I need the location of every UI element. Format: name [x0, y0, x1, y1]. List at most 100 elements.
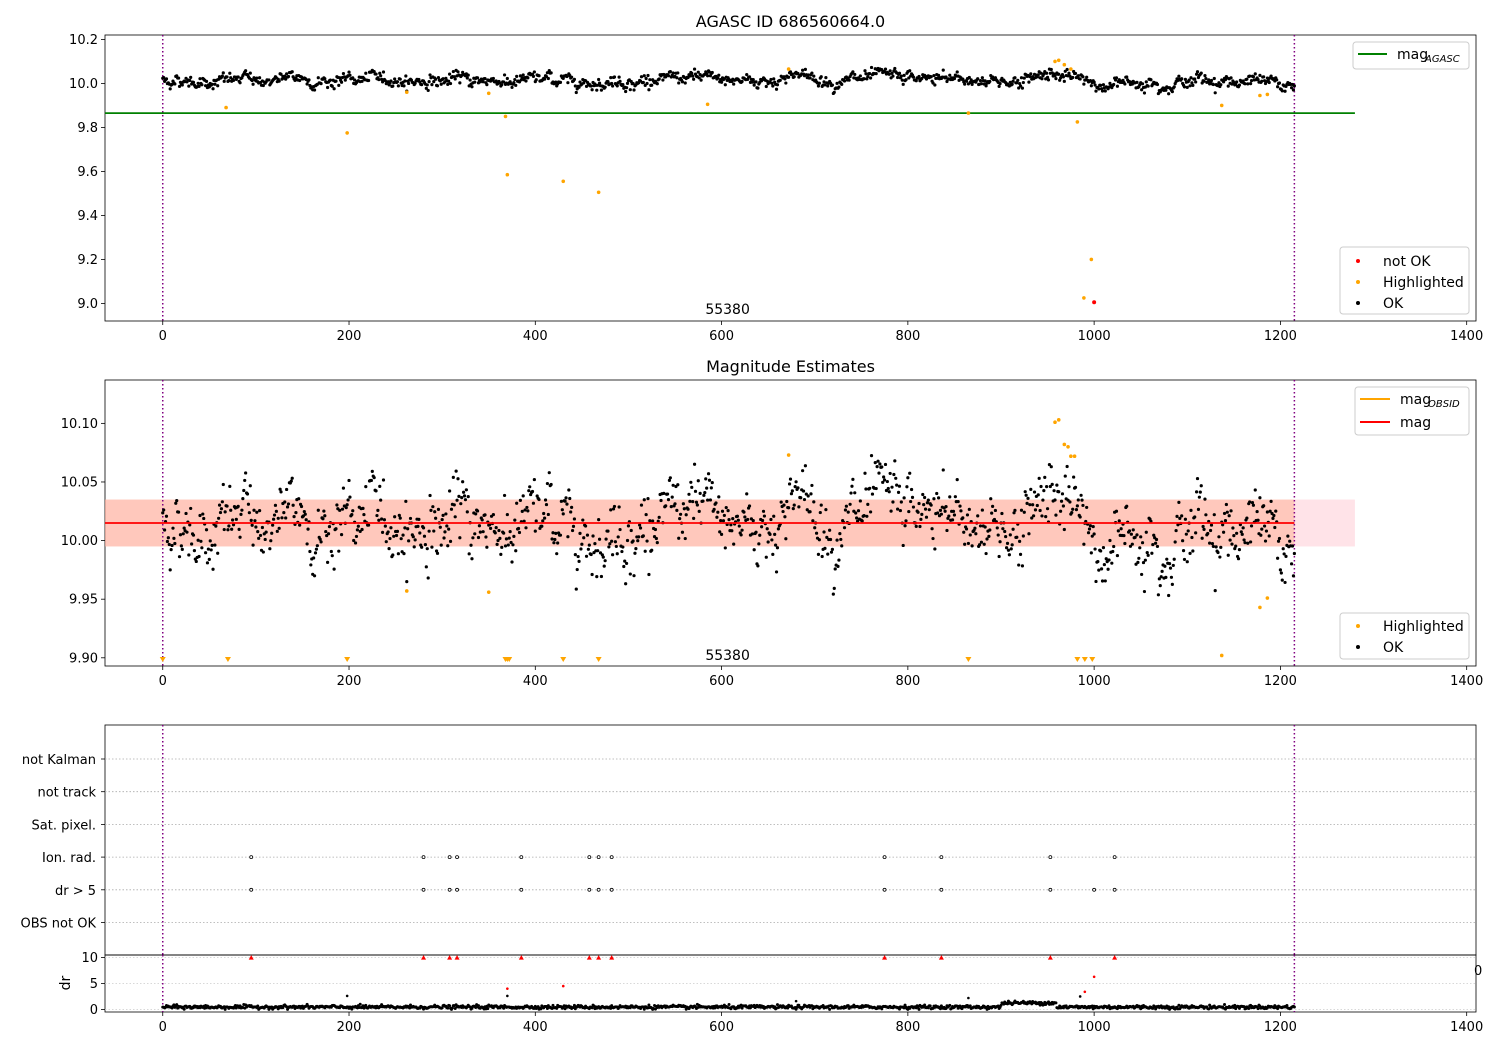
ok-point	[1214, 545, 1218, 549]
ok-point	[556, 541, 560, 545]
ok-point	[1053, 74, 1057, 78]
ok-point	[271, 517, 276, 521]
highlighted-point	[1053, 420, 1057, 424]
dr5-point	[421, 887, 426, 892]
ok-point	[1172, 557, 1176, 561]
ok-point	[323, 514, 327, 518]
ok-point	[783, 77, 787, 81]
ok-point	[1010, 82, 1014, 86]
ok-point	[892, 472, 896, 477]
ok-point	[1211, 544, 1215, 549]
ok-point	[929, 75, 933, 79]
ok-point	[374, 489, 378, 493]
dr5-point	[939, 887, 944, 892]
ok-point	[629, 528, 633, 533]
ok-point	[1093, 547, 1097, 551]
ok-point	[638, 526, 643, 530]
ok-point	[1015, 81, 1019, 85]
x-tick-label: 800	[895, 674, 920, 689]
ok-point	[870, 492, 875, 496]
ok-point	[996, 533, 1000, 537]
ok-point	[750, 80, 754, 84]
ok-point	[962, 530, 966, 534]
ok-point	[1078, 77, 1082, 81]
highlighted-point	[705, 102, 710, 107]
dr-point	[642, 1007, 646, 1011]
ok-point	[574, 587, 578, 591]
ok-point	[754, 530, 758, 534]
ok-point	[810, 71, 814, 75]
dr-capped-marker	[1047, 955, 1053, 960]
ok-point	[646, 73, 650, 78]
dr-point	[256, 1004, 260, 1008]
ok-point	[498, 536, 502, 540]
ok-point	[618, 527, 622, 532]
ok-point	[389, 526, 393, 530]
ok-point	[704, 477, 708, 481]
ok-point	[240, 508, 244, 512]
ok-point	[1276, 85, 1280, 89]
ok-point	[502, 493, 507, 498]
ok-point	[574, 90, 578, 95]
ok-point	[353, 78, 357, 82]
ok-point	[1116, 529, 1120, 533]
ok-point	[1042, 72, 1046, 76]
ok-point	[227, 524, 231, 528]
ok-point	[1239, 530, 1243, 534]
ok-point	[366, 523, 371, 527]
ok-point	[925, 501, 930, 505]
ok-point	[581, 518, 585, 522]
ok-point	[463, 498, 468, 502]
ok-point	[567, 488, 571, 492]
ok-point	[294, 511, 298, 515]
ok-point	[297, 497, 301, 501]
dr-point	[448, 1004, 452, 1008]
ok-point	[569, 510, 573, 514]
ok-point	[1099, 549, 1103, 553]
ok-point	[326, 532, 331, 536]
ok-point	[285, 487, 289, 492]
ok-point	[267, 78, 271, 82]
ok-point	[739, 533, 743, 537]
ok-point	[169, 548, 173, 552]
ok-point	[936, 73, 941, 77]
ok-point	[1275, 78, 1279, 82]
ok-point	[395, 80, 400, 84]
ok-point	[1059, 499, 1064, 503]
ok-point	[1144, 80, 1148, 84]
ok-point	[642, 74, 646, 78]
ok-point	[380, 80, 385, 84]
ok-point	[1181, 549, 1186, 553]
ok-point	[796, 486, 800, 490]
ok-point	[1003, 529, 1007, 534]
ok-point	[376, 508, 380, 512]
ok-point	[451, 69, 455, 74]
ok-point	[856, 509, 861, 513]
ok-point	[817, 81, 821, 85]
ok-point	[808, 510, 812, 514]
ok-point	[847, 78, 851, 82]
ok-point	[226, 528, 230, 532]
ok-point	[1142, 589, 1147, 594]
ok-point	[258, 76, 262, 80]
ok-point	[964, 79, 969, 83]
ok-point	[832, 90, 836, 94]
ok-point	[691, 499, 695, 504]
ok-point	[1243, 82, 1247, 86]
y-tick-label: 10.0	[69, 77, 98, 92]
ok-point	[1115, 553, 1120, 558]
ok-point	[819, 503, 823, 507]
highlighted-point	[1066, 445, 1070, 449]
ok-point	[377, 77, 381, 82]
offscale-marker	[560, 657, 567, 662]
ok-point	[543, 77, 547, 81]
ok-point	[448, 539, 453, 543]
ok-point	[819, 75, 823, 79]
ok-point	[695, 503, 699, 507]
dr-point	[1223, 1002, 1227, 1006]
ok-point	[453, 515, 457, 519]
ok-point	[645, 81, 649, 86]
ok-point	[465, 510, 469, 514]
dr-capped-marker	[1112, 955, 1118, 960]
